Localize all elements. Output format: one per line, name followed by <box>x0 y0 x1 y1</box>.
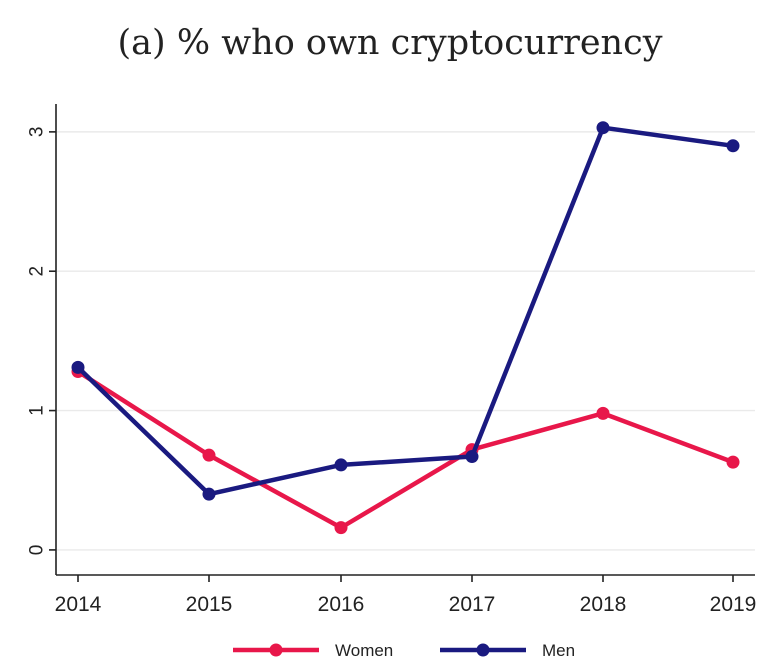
x-tick-label: 2016 <box>318 593 365 616</box>
legend-label-women: Women <box>335 641 393 660</box>
x-tick-label: 2014 <box>55 593 102 616</box>
y-tick-label: 2 <box>27 266 48 277</box>
data-point-men <box>202 487 216 501</box>
y-tick-label: 1 <box>27 405 48 416</box>
data-point-men <box>334 458 348 472</box>
x-tick-label: 2017 <box>449 593 496 616</box>
legend-marker-women <box>269 643 283 657</box>
data-point-men <box>465 450 479 464</box>
legend: Women Men <box>233 641 575 660</box>
data-point-men <box>71 360 85 374</box>
x-tick-label: 2018 <box>580 593 627 616</box>
x-tick-label: 2015 <box>186 593 233 616</box>
series-line-men <box>75 125 736 497</box>
legend-marker-men <box>476 643 490 657</box>
data-point-women <box>596 406 610 420</box>
y-tick-label: 0 <box>27 545 48 556</box>
series-line-women <box>75 369 736 530</box>
x-tick-label: 2019 <box>710 593 757 616</box>
y-tick-label: 3 <box>27 127 48 138</box>
data-point-women <box>334 521 348 535</box>
data-point-men <box>726 139 740 153</box>
data-point-men <box>596 121 610 135</box>
series-layer <box>71 121 740 535</box>
data-point-women <box>202 448 216 462</box>
legend-label-men: Men <box>542 641 575 660</box>
chart-title: (a) % who own cryptocurrency <box>118 23 663 63</box>
data-point-women <box>726 455 740 469</box>
axis-layer: 0 1 2 3 2014 2015 2016 2017 2018 2019 <box>27 104 757 616</box>
